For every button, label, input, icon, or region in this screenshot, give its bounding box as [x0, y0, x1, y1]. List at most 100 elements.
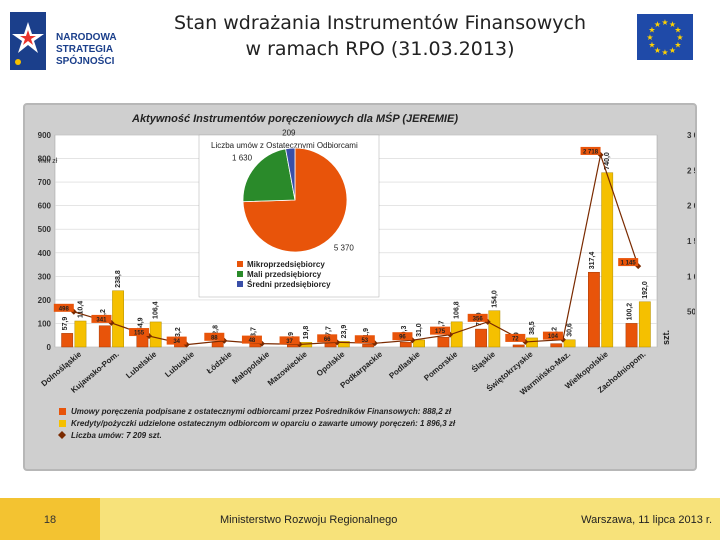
- title-line-1: Stan wdrażania Instrumentów Finansowych: [174, 12, 586, 34]
- count-data-label: 356: [473, 316, 484, 322]
- bar-data-label: 30,6: [567, 323, 574, 337]
- bar-umowy: [249, 343, 262, 348]
- y-unit-label: mln zł: [39, 158, 58, 165]
- count-data-label: 88: [211, 335, 218, 341]
- logo-line-1: NARODOWA: [56, 32, 117, 43]
- bar-umowy: [512, 344, 525, 348]
- slide-footer: 18 Ministerstwo Rozwoju Regionalnego War…: [0, 498, 720, 540]
- pie-title: Liczba umów z Ostatecznymi Odbiorcami: [211, 141, 358, 150]
- bar-umowy: [588, 271, 600, 348]
- bar-umowy: [362, 343, 375, 348]
- y-tick-label: 0: [47, 343, 52, 352]
- eu-flag-icon: ★ ★ ★ ★ ★ ★ ★ ★ ★ ★ ★ ★: [637, 14, 693, 60]
- bar-kredyty: [563, 339, 576, 348]
- bar-data-label: 106,8: [454, 301, 461, 319]
- bar-data-label: 110,4: [77, 301, 84, 318]
- legend-marker: [58, 431, 66, 439]
- bar-umowy: [550, 343, 563, 348]
- bar-data-label: 11,9: [363, 328, 370, 341]
- pie-legend-label: Mali przedsiębiorcy: [247, 270, 322, 279]
- count-data-label: 2 718: [583, 149, 599, 155]
- count-label-box: [618, 258, 639, 267]
- pie-data-label: 1 630: [232, 153, 253, 162]
- eu-star-icon: ★: [661, 18, 668, 27]
- pie-slice: [285, 147, 296, 201]
- bar-kredyty: [601, 172, 614, 348]
- chart-title: Aktywność Instrumentów poręczeniowych dl…: [131, 112, 458, 125]
- eu-star-icon: ★: [646, 33, 653, 42]
- count-label-box: [129, 328, 150, 337]
- bar-umowy: [475, 328, 487, 348]
- y2-tick-label: 1 000: [687, 272, 695, 281]
- footer-number-box: 18: [0, 498, 100, 540]
- footer-bar: Ministerstwo Rozwoju Regionalnego Warsza…: [100, 498, 720, 540]
- count-data-label: 104: [548, 334, 559, 340]
- count-label-box: [392, 332, 413, 341]
- count-data-label: 72: [512, 336, 519, 342]
- bar-data-label: 106,4: [153, 301, 160, 319]
- count-data-label: 48: [249, 338, 256, 344]
- y2-tick-label: 500: [687, 308, 695, 317]
- legend-swatch: [59, 408, 66, 415]
- bar-kredyty: [638, 301, 651, 348]
- bar-data-label: 154,0: [491, 290, 498, 308]
- bar-data-label: 13,2: [175, 327, 182, 341]
- x-tick-label: Lubelskie: [124, 349, 158, 380]
- y-tick-label: 400: [38, 249, 52, 258]
- bar-data-label: 54,9: [137, 317, 144, 331]
- pie-legend-swatch: [237, 271, 243, 277]
- bar-umowy: [98, 325, 111, 348]
- slide-header: NARODOWA STRATEGIA SPÓJNOŚCI Stan wdraża…: [0, 0, 720, 100]
- eu-star-icon: ★: [661, 48, 668, 57]
- x-tick-label: Opolskie: [315, 349, 347, 378]
- count-label-box: [354, 335, 375, 344]
- count-data-label: 175: [435, 329, 446, 335]
- count-label-box: [241, 335, 262, 344]
- bar-kredyty: [413, 339, 425, 348]
- ministry-name: Ministerstwo Rozwoju Regionalnego: [220, 514, 398, 526]
- legend-label: Umowy poręczenia podpisane z ostatecznym…: [71, 407, 452, 416]
- pie-data-label: 5 370: [334, 243, 355, 252]
- bar-data-label: 38,5: [529, 321, 536, 335]
- count-data-label: 1 145: [621, 261, 637, 267]
- count-label-box: [430, 326, 451, 335]
- chart-panel: Aktywność Instrumentów poręczeniowych dl…: [23, 103, 697, 471]
- x-tick-label: Lubuskie: [163, 349, 196, 379]
- count-label-box: [204, 332, 225, 341]
- y2-unit-label: szt.: [661, 330, 671, 345]
- count-label-box: [279, 336, 300, 345]
- bar-umowy: [287, 344, 299, 348]
- y2-tick-label: 2 000: [687, 202, 695, 211]
- bar-umowy: [625, 323, 638, 348]
- eu-star-icon: ★: [654, 46, 661, 55]
- y-tick-label: 500: [38, 225, 52, 234]
- y-tick-label: 600: [38, 202, 52, 211]
- bar-data-label: 100,2: [627, 303, 634, 321]
- bar-data-label: 31,0: [416, 323, 423, 337]
- count-label-box: [580, 146, 601, 155]
- x-tick-label: Pomorskie: [422, 349, 460, 383]
- y-tick-label: 100: [38, 319, 52, 328]
- legend-label: Kredyty/pożyczki udzielone ostatecznym o…: [71, 419, 456, 428]
- count-label-box: [542, 331, 563, 340]
- count-data-label: 53: [361, 338, 368, 344]
- count-data-label: 498: [59, 306, 70, 312]
- count-data-label: 66: [324, 337, 331, 343]
- count-data-label: 34: [173, 339, 180, 345]
- strategy-star-icon: [10, 12, 46, 70]
- y2-tick-label: 3 000: [687, 131, 695, 140]
- bar-kredyty: [74, 320, 87, 348]
- pie-data-label: 209: [282, 128, 296, 137]
- count-label-box: [317, 334, 338, 343]
- eu-star-icon: ★: [669, 20, 676, 29]
- count-data-label: 37: [286, 339, 293, 345]
- page-title: Stan wdrażania Instrumentów Finansowych …: [140, 10, 620, 62]
- count-data-label: 96: [399, 335, 406, 341]
- y-tick-label: 700: [38, 178, 52, 187]
- x-tick-label: Łódzkie: [205, 349, 234, 375]
- x-tick-label: Mazowieckie: [266, 349, 309, 387]
- count-label-box: [505, 333, 526, 342]
- eu-star-icon: ★: [654, 20, 661, 29]
- y-tick-label: 200: [38, 296, 52, 305]
- bar-kredyty: [526, 337, 538, 348]
